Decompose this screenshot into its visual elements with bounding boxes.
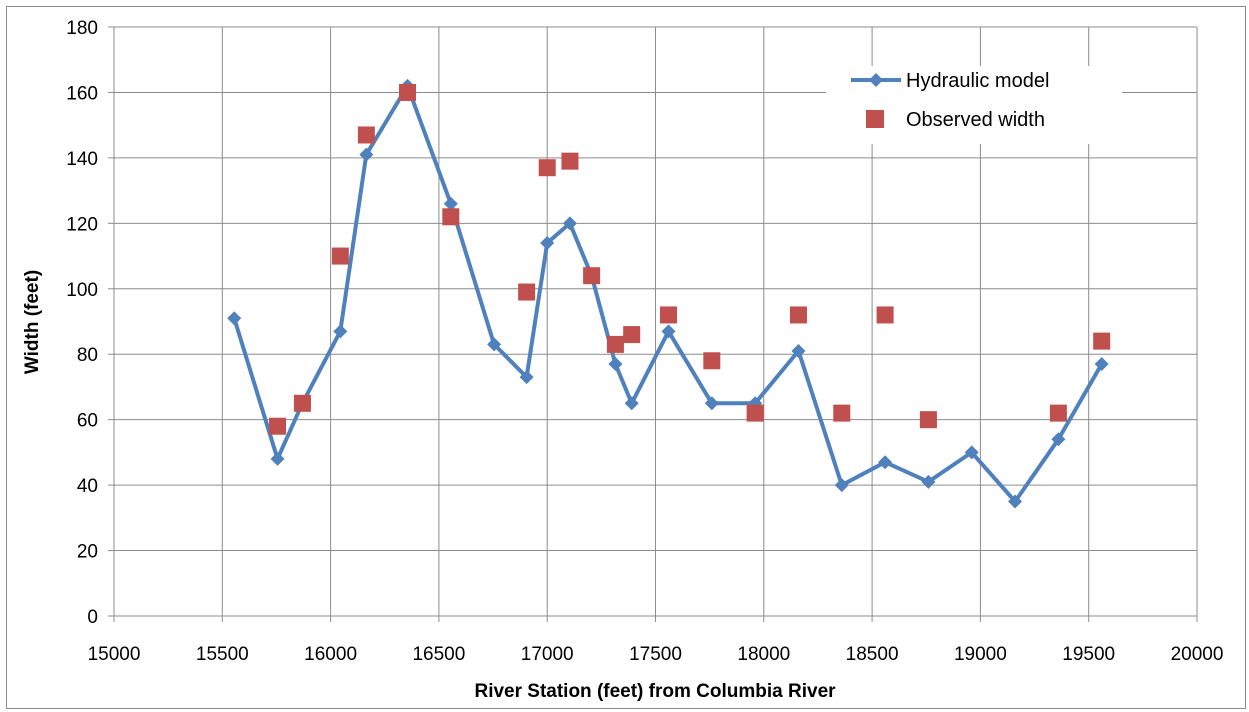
x-tick-label: 16000: [304, 644, 357, 665]
observed-width-point: [746, 404, 764, 422]
legend: Hydraulic model Observed width: [826, 66, 1122, 144]
y-axis-title: Width (feet): [22, 270, 43, 374]
hydraulic-model-point: [443, 196, 458, 211]
observed-width-point: [789, 306, 807, 324]
observed-width-point: [538, 159, 556, 177]
x-tick-label: 18500: [846, 644, 899, 665]
x-tick-label: 18000: [737, 644, 790, 665]
legend-observed-label: Observed width: [906, 109, 1045, 131]
y-tick-label: 100: [66, 280, 98, 301]
observed-width-point: [357, 126, 375, 144]
hydraulic-model-point: [333, 324, 348, 339]
y-tick-label: 120: [66, 214, 98, 235]
hydraulic-model-point: [834, 478, 849, 493]
hydraulic-model-point: [878, 455, 893, 470]
hydraulic-model-point: [1051, 432, 1066, 447]
observed-width-point: [703, 352, 721, 370]
observed-width-point: [398, 83, 416, 101]
hydraulic-model-point: [964, 445, 979, 460]
legend-hydraulic-marker: [869, 73, 883, 87]
y-tick-label: 40: [77, 476, 98, 497]
x-tick-labels: 15000 15500 16000 16500 17000 17500 18000 18500…: [88, 644, 1224, 665]
hydraulic-model-point: [661, 324, 676, 339]
hydraulic-model-point: [1008, 494, 1023, 509]
legend-observed-marker: [866, 110, 884, 128]
hydraulic-model-point: [540, 235, 555, 250]
observed-width-point: [561, 152, 579, 170]
hydraulic-model-point: [519, 370, 534, 385]
observed-width-point: [1049, 404, 1067, 422]
observed-width-point: [583, 267, 601, 285]
hydraulic-model-line: [232, 83, 1104, 504]
x-tick-label: 15000: [88, 644, 141, 665]
x-tick-label: 15500: [196, 644, 249, 665]
legend-hydraulic-label: Hydraulic model: [906, 70, 1049, 92]
hydraulic-model-point: [359, 147, 374, 162]
observed-width-point: [442, 208, 460, 226]
hydraulic-model-point: [704, 396, 719, 411]
hydraulic-model-point: [921, 474, 936, 489]
observed-width-point: [269, 417, 287, 435]
hydraulic-model-point: [227, 311, 242, 326]
observed-width-point: [293, 394, 311, 412]
x-tick-label: 19000: [954, 644, 1007, 665]
observed-width-point: [331, 247, 349, 265]
y-tick-label: 0: [87, 607, 98, 628]
hydraulic-model-point: [487, 337, 502, 352]
x-tick-label: 20000: [1171, 644, 1224, 665]
y-tick-label: 180: [66, 18, 98, 39]
hydraulic-model-point: [1094, 357, 1109, 372]
hydraulic-model-point: [624, 396, 639, 411]
observed-width-point: [623, 326, 641, 344]
y-tick-label: 140: [66, 149, 98, 170]
y-tick-label: 20: [77, 542, 98, 563]
x-axis-title: River Station (feet) from Columbia River: [474, 681, 836, 702]
hydraulic-model-point: [562, 216, 577, 231]
gridlines: [114, 26, 1198, 616]
x-tick-label: 17000: [521, 644, 574, 665]
x-tick-label: 19500: [1062, 644, 1115, 665]
y-tick-label: 60: [77, 411, 98, 432]
observed-width-point: [518, 283, 536, 301]
y-tick-label: 160: [66, 83, 98, 104]
observed-width-point: [833, 404, 851, 422]
axes: [108, 26, 1198, 622]
series-layer: [227, 78, 1111, 509]
y-tick-labels: 0 20 40 60 80 100 120 140 160 180: [66, 18, 98, 628]
observed-width-point: [1093, 332, 1111, 350]
hydraulic-model-point: [270, 451, 285, 466]
hydraulic-model-point: [791, 343, 806, 358]
observed-width-point: [606, 335, 624, 353]
observed-width-point: [919, 411, 937, 429]
y-tick-label: 80: [77, 345, 98, 366]
observed-width-point: [876, 306, 894, 324]
x-tick-label: 16500: [412, 644, 465, 665]
hydraulic-model-point: [608, 357, 623, 372]
x-tick-label: 17500: [629, 644, 682, 665]
observed-width-point: [659, 306, 677, 324]
